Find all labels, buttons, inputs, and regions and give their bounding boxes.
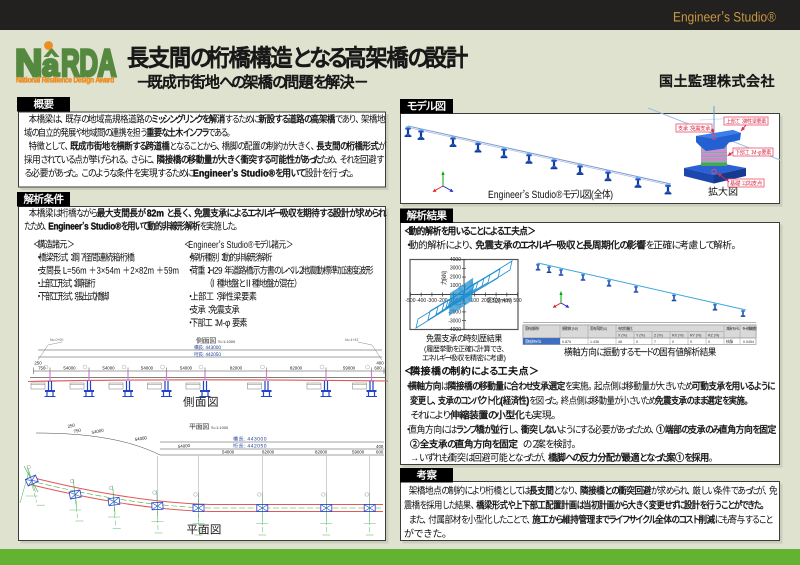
svg-text:500: 500: [513, 298, 522, 304]
svg-text:-3000: -3000: [448, 318, 461, 324]
svg-text:RY (%): RY (%): [690, 334, 701, 338]
svg-text:-300: -300: [427, 298, 437, 304]
svg-text:-400: -400: [416, 298, 426, 304]
svg-text:54000: 54000: [180, 366, 193, 371]
svg-text:No.4+43: No.4+43: [345, 338, 358, 342]
svg-text:-4000: -4000: [448, 327, 461, 333]
svg-text:54000: 54000: [141, 366, 154, 371]
svg-text:400: 400: [503, 298, 512, 304]
svg-text:Y (%): Y (%): [636, 334, 645, 338]
svg-text:54000: 54000: [63, 366, 76, 371]
svg-text:0.0454: 0.0454: [743, 340, 754, 344]
svg-text:54000: 54000: [91, 427, 105, 435]
svg-text:600: 600: [374, 366, 382, 371]
svg-text:100: 100: [471, 298, 480, 304]
svg-text:82000: 82000: [262, 450, 275, 455]
svg-text:600: 600: [376, 450, 384, 455]
svg-text:48: 48: [618, 340, 622, 344]
svg-text:0.875: 0.875: [562, 340, 571, 344]
svg-text:82000: 82000: [315, 450, 328, 455]
svg-text:250: 250: [67, 422, 76, 429]
svg-text:-500: -500: [405, 298, 415, 304]
svg-text:300: 300: [492, 298, 501, 304]
svg-text:82000: 82000: [290, 366, 303, 371]
svg-text:54000: 54000: [222, 450, 235, 455]
svg-text:1.436: 1.436: [590, 340, 599, 344]
svg-text:X (%): X (%): [618, 334, 627, 338]
svg-text:400: 400: [376, 444, 384, 449]
svg-text:0: 0: [636, 340, 638, 344]
svg-text:750: 750: [38, 366, 46, 371]
svg-text:Z (%): Z (%): [654, 334, 663, 338]
svg-text:0: 0: [708, 340, 710, 344]
svg-text:RZ (%): RZ (%): [708, 334, 719, 338]
svg-text:54000: 54000: [134, 435, 147, 442]
svg-text:7: 7: [654, 340, 656, 344]
svg-text:2000: 2000: [450, 274, 461, 280]
svg-text:S=1:1000: S=1:1000: [218, 339, 236, 344]
svg-text:200: 200: [481, 298, 490, 304]
svg-text:54000: 54000: [178, 443, 191, 449]
svg-text:RX (%): RX (%): [672, 334, 684, 338]
svg-text:-200: -200: [438, 298, 448, 304]
svg-text:4000: 4000: [450, 257, 461, 263]
svg-text:59000: 59000: [343, 366, 356, 371]
svg-text:S=1:1000: S=1:1000: [211, 425, 229, 430]
svg-text:59000: 59000: [352, 450, 365, 455]
svg-text:0: 0: [672, 340, 674, 344]
svg-text:400: 400: [376, 361, 384, 366]
svg-text:250: 250: [34, 361, 42, 366]
svg-text:3000: 3000: [450, 266, 461, 272]
svg-text:1000: 1000: [450, 283, 461, 289]
svg-text:750: 750: [73, 427, 82, 434]
svg-text:54000: 54000: [102, 366, 115, 371]
svg-text:No.0+00: No.0+00: [50, 338, 63, 342]
svg-text:-2000: -2000: [448, 310, 461, 316]
svg-text:82000: 82000: [230, 366, 243, 371]
svg-text:0: 0: [690, 340, 692, 344]
